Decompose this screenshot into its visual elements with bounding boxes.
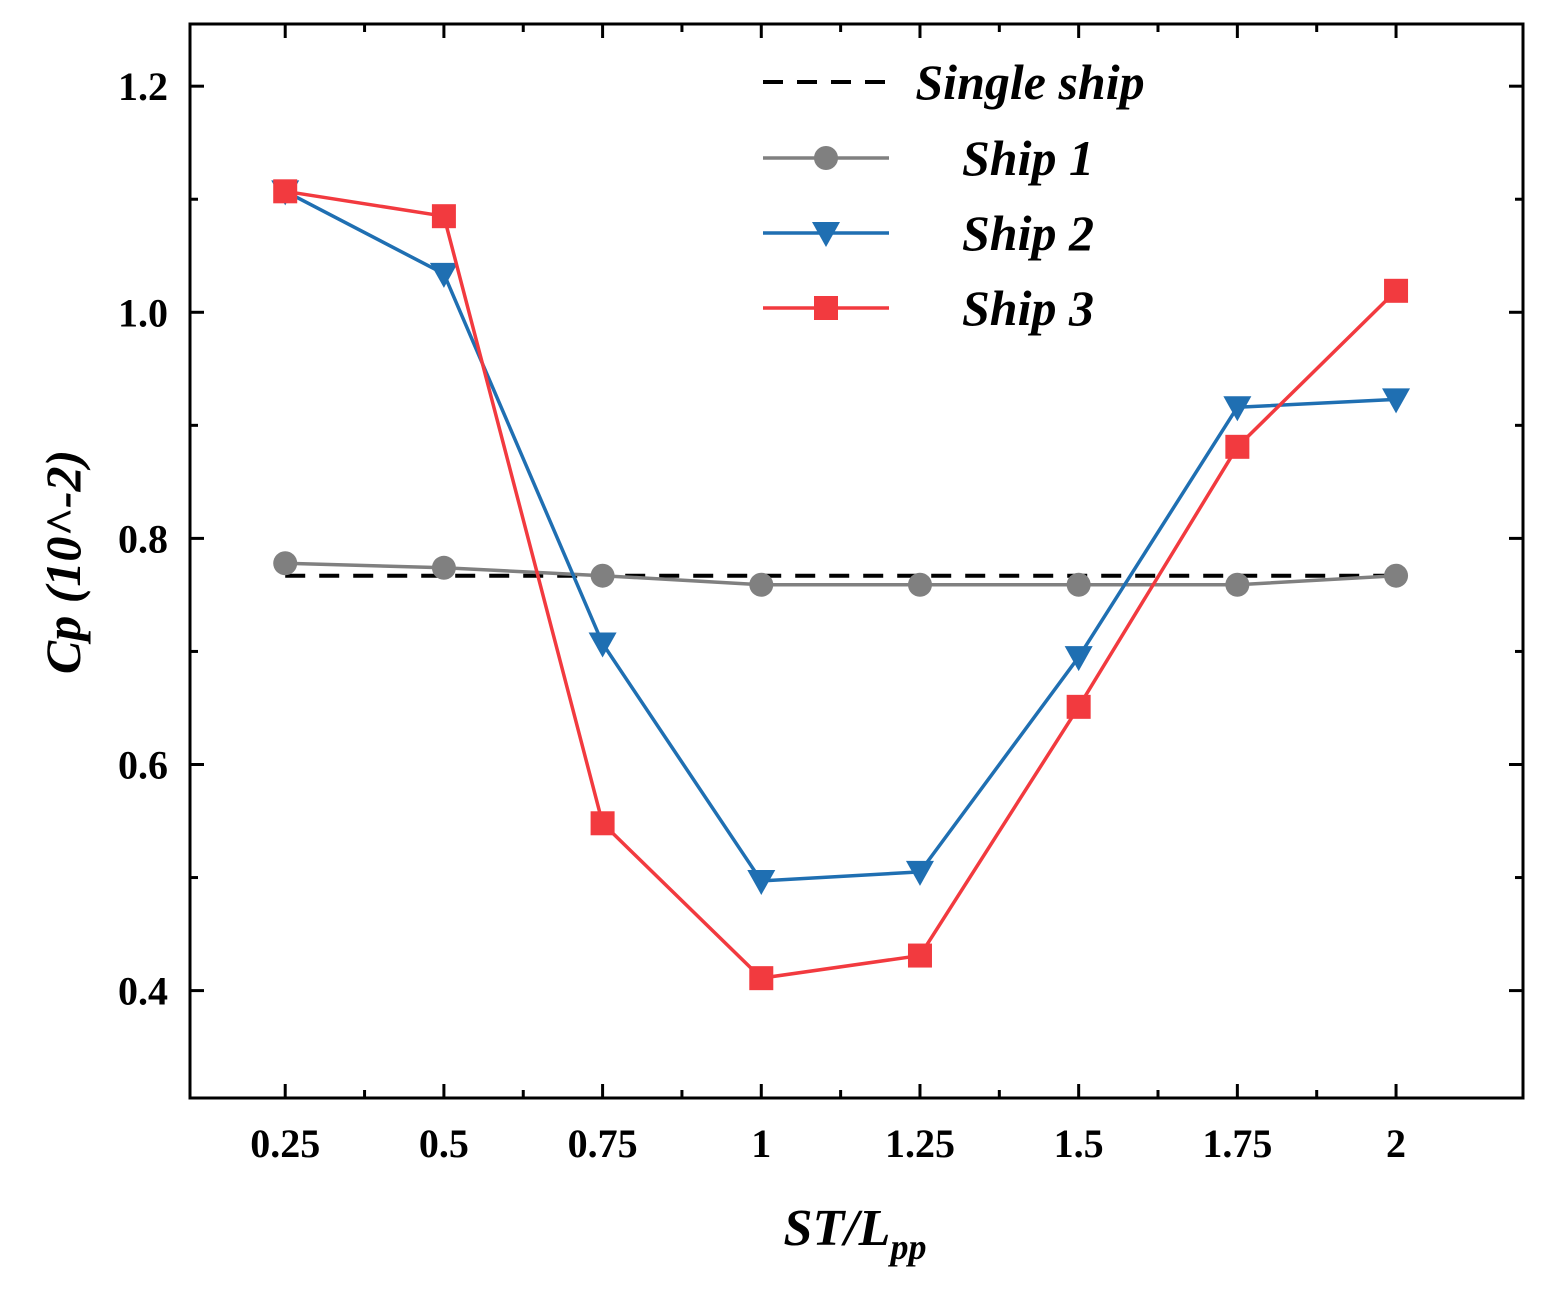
legend: Single ship Ship 1 Ship 2 Ship 3 xyxy=(763,54,1145,336)
plot-frame xyxy=(188,22,1525,1100)
legend-label-ship-1: Ship 1 xyxy=(962,130,1094,186)
data-point-ship-3 xyxy=(1384,278,1409,303)
data-point-ship-3 xyxy=(1066,694,1091,719)
series-ship-1 xyxy=(273,551,1409,597)
x-tick-label: 0.75 xyxy=(568,1121,638,1166)
y-tick-label: 1.2 xyxy=(118,64,168,109)
data-point-ship-3 xyxy=(1225,434,1250,459)
legend-item-single-ship: Single ship xyxy=(763,54,1145,110)
x-tick-label: 1.75 xyxy=(1202,1121,1272,1166)
data-point-ship-3 xyxy=(749,966,774,991)
y-tick-label: 1.0 xyxy=(118,290,168,335)
data-point-ship-2 xyxy=(1382,388,1411,414)
x-axis-title-main: ST/L xyxy=(784,1200,891,1257)
data-point-ship-3 xyxy=(273,179,298,204)
legend-label-single-ship: Single ship xyxy=(915,54,1144,110)
legend-marker-ship-3 xyxy=(814,296,838,320)
ticks: 0.25 0.5 0.75 1 1.25 1.5 1.75 2 0.4 0.6 0.8 1.0 1.2 xyxy=(118,24,1523,1166)
data-point-ship-1 xyxy=(907,572,932,597)
legend-item-ship-3: Ship 3 xyxy=(763,280,1094,336)
data-point-ship-3 xyxy=(907,943,932,968)
data-point-ship-2 xyxy=(905,860,934,886)
x-tick-label: 1.25 xyxy=(885,1121,955,1166)
x-axis-title: ST/Lpp xyxy=(784,1200,927,1267)
legend-marker-ship-2 xyxy=(812,222,840,247)
data-point-ship-3 xyxy=(590,811,615,836)
series-layer xyxy=(271,179,1411,991)
data-point-ship-1 xyxy=(1066,572,1091,597)
y-tick-label: 0.4 xyxy=(118,969,168,1014)
series-ship-2 xyxy=(271,180,1411,895)
x-tick-label: 2 xyxy=(1386,1121,1406,1166)
data-point-ship-2 xyxy=(588,632,617,658)
data-point-ship-1 xyxy=(1384,563,1409,588)
data-point-ship-1 xyxy=(273,551,298,576)
legend-item-ship-2: Ship 2 xyxy=(763,205,1094,261)
data-point-ship-1 xyxy=(1225,572,1250,597)
data-point-ship-2 xyxy=(429,262,458,288)
legend-label-ship-3: Ship 3 xyxy=(962,280,1094,336)
legend-item-ship-1: Ship 1 xyxy=(763,130,1094,186)
y-tick-label: 0.8 xyxy=(118,516,168,561)
data-point-ship-1 xyxy=(749,572,774,597)
y-tick-label: 0.6 xyxy=(118,742,168,787)
x-tick-label: 1 xyxy=(751,1121,771,1166)
data-point-ship-2 xyxy=(1223,396,1252,422)
x-axis-title-subscript: pp xyxy=(887,1227,926,1267)
series-line-ship-3 xyxy=(284,189,1398,980)
y-axis-title: Cp (10^-2) xyxy=(35,450,91,674)
series-ship-3 xyxy=(273,179,1409,991)
legend-marker-ship-1 xyxy=(814,146,838,170)
series-line-ship-2 xyxy=(284,189,1397,883)
x-tick-label: 0.5 xyxy=(419,1121,469,1166)
legend-label-ship-2: Ship 2 xyxy=(962,205,1094,261)
x-tick-label: 0.25 xyxy=(250,1121,320,1166)
data-point-ship-1 xyxy=(590,563,615,588)
series-line-ship-1 xyxy=(285,561,1397,587)
x-tick-label: 1.5 xyxy=(1054,1121,1104,1166)
data-point-ship-2 xyxy=(1064,646,1093,672)
data-point-ship-1 xyxy=(431,555,456,580)
data-point-ship-2 xyxy=(747,869,776,895)
data-point-ship-3 xyxy=(431,204,456,229)
